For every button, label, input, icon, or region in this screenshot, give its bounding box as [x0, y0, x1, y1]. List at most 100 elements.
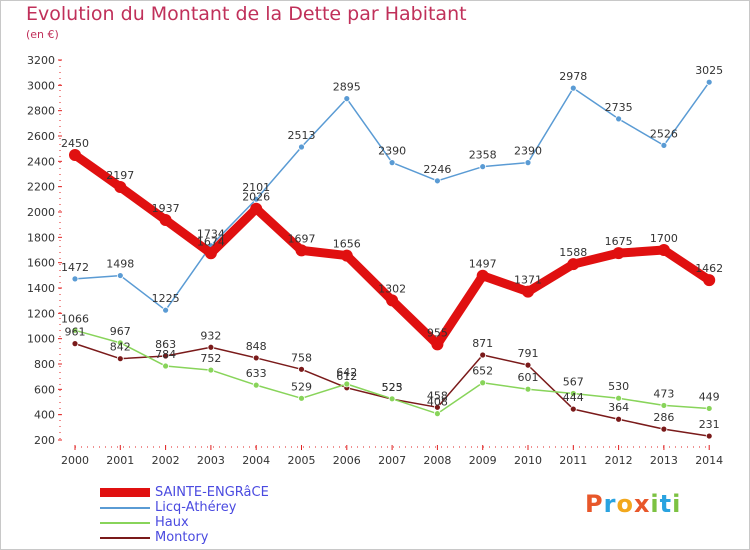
data-label: 784	[155, 348, 176, 361]
x-tick-label: 2005	[288, 454, 316, 467]
data-label: 2450	[61, 137, 89, 150]
series-line-1	[74, 81, 710, 311]
data-label: 529	[291, 380, 312, 393]
data-label: 523	[382, 381, 403, 394]
data-label: 642	[336, 366, 357, 379]
data-label: 1700	[650, 232, 678, 245]
data-point	[340, 249, 353, 262]
data-point	[615, 115, 622, 123]
data-label: 2101	[242, 181, 270, 194]
y-tick-label: 2200	[27, 181, 55, 194]
data-point	[524, 385, 532, 393]
y-tick-label: 400	[34, 409, 55, 422]
data-point	[703, 274, 716, 287]
data-point	[388, 395, 396, 403]
data-label: 473	[653, 387, 674, 400]
data-label: 2526	[650, 127, 678, 140]
x-tick-label: 2014	[695, 454, 723, 467]
data-point	[388, 159, 396, 167]
y-tick-label: 2800	[27, 105, 55, 118]
data-label: 1066	[61, 312, 89, 325]
data-label: 231	[699, 418, 720, 431]
legend-swatch	[100, 506, 150, 509]
data-point	[705, 432, 713, 440]
legend-swatch	[100, 536, 150, 539]
y-tick-label: 800	[34, 358, 55, 371]
data-label: 1472	[61, 261, 89, 274]
data-label: 449	[699, 390, 720, 403]
data-label: 863	[155, 338, 176, 351]
data-label: 842	[110, 341, 131, 354]
data-point	[116, 355, 124, 363]
data-label: 633	[246, 367, 267, 380]
data-point	[615, 415, 622, 423]
data-point	[660, 425, 668, 433]
data-point	[71, 275, 79, 283]
x-tick-label: 2009	[469, 454, 497, 467]
data-label: 961	[65, 326, 86, 339]
data-label: 1225	[152, 292, 180, 305]
x-tick-label: 2012	[605, 454, 633, 467]
data-label: 1371	[514, 274, 542, 287]
data-point	[522, 285, 534, 298]
data-point	[162, 306, 170, 314]
data-label: 2246	[423, 163, 451, 176]
y-tick-label: 1800	[27, 231, 55, 244]
data-label: 2358	[469, 149, 497, 162]
data-point	[569, 405, 577, 413]
data-point	[295, 244, 308, 257]
data-point	[69, 149, 81, 161]
data-label: 458	[427, 389, 448, 402]
data-point	[114, 181, 127, 194]
data-point	[705, 78, 713, 86]
data-point	[207, 343, 215, 351]
data-label: 601	[518, 371, 539, 384]
data-label: 612	[336, 370, 357, 383]
data-label: 752	[200, 352, 221, 365]
data-point	[479, 379, 487, 387]
data-label: 1588	[559, 246, 587, 259]
data-point	[705, 405, 713, 412]
data-label: 932	[200, 329, 221, 342]
proxiti-logo: Proxiti	[585, 490, 681, 518]
data-label: 1656	[333, 238, 361, 251]
legend-label: Licq-Athérey	[155, 500, 237, 515]
data-point	[252, 381, 260, 389]
logo-letter: i	[650, 490, 660, 518]
data-point	[657, 244, 670, 256]
data-point	[569, 84, 577, 92]
y-tick-label: 3200	[27, 54, 55, 67]
x-tick-label: 2001	[106, 454, 134, 467]
x-tick-label: 2010	[514, 454, 542, 467]
data-label: 2735	[605, 101, 633, 114]
data-point	[71, 326, 79, 334]
data-point	[250, 202, 263, 215]
x-tick-label: 2000	[61, 454, 89, 467]
data-label: 758	[291, 351, 312, 364]
x-tick-label: 2003	[197, 454, 225, 467]
data-point	[207, 366, 215, 374]
data-point	[479, 163, 487, 171]
y-tick-label: 600	[34, 383, 55, 396]
logo-letter: t	[659, 490, 673, 518]
legend-item: SAINTE-ENGRâCE	[100, 485, 269, 500]
data-point	[252, 195, 260, 203]
data-label: 1498	[106, 258, 134, 271]
data-point	[569, 390, 577, 397]
data-point	[298, 365, 305, 373]
x-tick-label: 2006	[333, 454, 361, 467]
legend-label: Haux	[155, 515, 189, 530]
data-point	[433, 177, 441, 185]
y-tick-label: 2000	[27, 206, 55, 219]
x-tick-label: 2002	[152, 454, 180, 467]
data-point	[298, 143, 305, 151]
data-label: 1937	[152, 202, 180, 215]
data-label: 1697	[288, 232, 316, 245]
data-label: 408	[427, 396, 448, 409]
logo-letter: x	[633, 490, 651, 518]
data-label: 1675	[605, 235, 633, 248]
legend-swatch	[100, 488, 150, 497]
data-label: 1674	[197, 235, 225, 248]
data-point	[479, 351, 487, 359]
